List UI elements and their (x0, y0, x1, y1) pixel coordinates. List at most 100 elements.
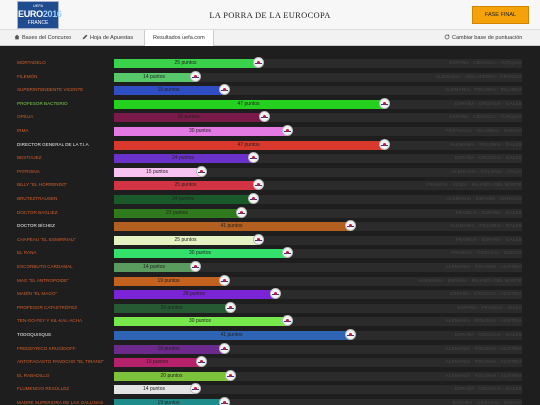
logo-country-text: FRANCE (27, 20, 49, 26)
euro2016-logo[interactable]: UEFA EURO2016 FRANCE (17, 1, 62, 29)
predicted-teams: ESPAÑA · CROACIA · TURQUIA (449, 60, 522, 65)
participant-name[interactable]: BRUTEZTRAUSEN (17, 196, 58, 201)
predicted-teams: PORTUGAL · ISLANDIA · SUECIA (445, 128, 522, 133)
score-bar: 47 puntos (114, 140, 383, 150)
score-label: 26 puntos (177, 114, 200, 121)
score-bar: 41 puntos (114, 222, 349, 232)
participant-name[interactable]: MAG "EL ANTROPOIDE" (17, 277, 69, 283)
score-label: 14 puntos (143, 386, 165, 393)
score-track (114, 127, 522, 136)
participant-name[interactable]: EL RANA (17, 250, 37, 256)
score-bar: 20 puntos (114, 371, 229, 381)
nav-bases-link[interactable]: Bases del Concurso (14, 30, 71, 46)
score-bar: 47 puntos (114, 99, 383, 109)
ranking-row: PROFESOR CATASTRÓFEZ ESPAÑA · FRANCIA · S… (0, 301, 540, 313)
predicted-teams: ESPAÑA · FRANCIA · SUIZA (457, 304, 522, 310)
score-label: 22 puntos (166, 209, 188, 216)
euro-ball-icon (190, 261, 201, 272)
participant-name[interactable]: PROFESOR BACTERIO (17, 100, 68, 106)
nav-resultados-tab[interactable]: Resultados uefa.com (144, 30, 214, 46)
participant-name[interactable]: ESCORBUTO CARDAMAL (17, 264, 73, 269)
score-track (114, 86, 522, 96)
participant-name[interactable]: BILLY "EL HORRENDO" (17, 182, 68, 188)
ranking-row: EL RABADILLO ALEMANIA · POLONIA · AUSTRIA… (0, 369, 540, 381)
ranking-row: BRUTEZTRAUSEN ALEMANIA · ESPAÑA · CROACIA… (0, 193, 540, 204)
euro-ball-icon (345, 220, 356, 232)
ranking-row: CHAPEAU "EL ESMIRRIAU" FRANCIA · ESPAÑA ·… (0, 233, 540, 245)
score-label: 15 puntos (146, 168, 168, 175)
nav-hoja-link[interactable]: Hoja de Apuestas (82, 30, 133, 46)
predicted-teams: ALEMANIA · POLONIA · IRLANDA (445, 87, 522, 93)
score-bar: 19 puntos (114, 86, 223, 96)
participant-name[interactable]: TODOQUISQUE (17, 332, 52, 337)
ranking-row: MORTADELO ESPAÑA · CROACIA · TURQUIA 25 pu… (0, 57, 540, 68)
participant-name[interactable]: FLUMENCIO RESÚLLEZ (17, 386, 70, 392)
predicted-teams: FRANCIA · SUIZA · IRLANDA DEL NORTE (426, 182, 522, 188)
participant-name[interactable]: MADRE SUPERIORA DE LAS GALLINAS (17, 400, 104, 405)
participant-name[interactable]: DIRECTOR GENERAL DE LA T.I.A (17, 141, 89, 147)
nav-cambiar-link[interactable]: Cambiar base de puntuación (444, 30, 522, 46)
participant-name[interactable]: TEN-GO-FEY Y KIL-KAL-ACHA (17, 318, 83, 324)
score-bar: 14 puntos (114, 72, 194, 82)
score-label: 20 puntos (160, 372, 183, 379)
score-track (114, 344, 522, 354)
score-track (114, 154, 522, 164)
ranking-row: MAG "EL ANTROPOIDE" ALEMANIA · ESPAÑA · I… (0, 274, 540, 286)
score-label: 24 puntos (172, 196, 194, 202)
euro-ball-icon (219, 274, 230, 286)
page-title: LA PORRA DE LA EUROCOPA (209, 10, 331, 20)
score-track (114, 235, 522, 245)
participant-name[interactable]: FREDDYRICO KRUGIDOFF (17, 345, 76, 351)
score-track (114, 263, 522, 272)
participant-name[interactable]: BESTIÁJEZ (17, 155, 42, 161)
nav-bases-label: Bases del Concurso (22, 35, 72, 41)
ranking-row: TODOQUISQUE ESPAÑA · CROACIA · GALES 41 pu… (0, 329, 540, 340)
score-bar: 28 puntos (114, 290, 274, 300)
score-label: 25 puntos (174, 60, 197, 66)
participant-name[interactable]: FILEMÓN (17, 73, 38, 79)
participant-name[interactable]: IRMA (17, 128, 29, 133)
participant-name[interactable]: PATROINA (17, 168, 40, 174)
score-track (114, 59, 522, 68)
predicted-teams: ALEMANIA · POLONIA · GALES (450, 223, 522, 229)
participant-name[interactable]: ANTOFAGASTO PANOCHO "EL TIRANO" (17, 359, 104, 365)
score-track (114, 290, 522, 300)
ranking-row: SUPERINTENDENTE VICENTE ALEMANIA · POLONI… (0, 84, 540, 96)
score-label: 41 puntos (220, 223, 243, 230)
euro-ball-icon (248, 152, 259, 164)
score-bar: 30 puntos (114, 317, 286, 327)
euro-ball-icon (225, 301, 236, 313)
score-bar: 19 puntos (114, 399, 223, 405)
ranking-row: DIRECTOR GENERAL DE LA T.I.A ALEMANIA · P… (0, 138, 540, 150)
ranking-row: FILEMÓN ALEMANIA · INGLATERRA · FRANCIA 14… (0, 70, 540, 82)
euro-ball-icon (190, 70, 201, 82)
participant-name[interactable]: OFELIA (17, 114, 34, 120)
predicted-teams: ESPAÑA · CROACIA · GALES (454, 155, 522, 161)
score-bar: 41 puntos (114, 331, 349, 340)
score-label: 19 puntos (157, 87, 180, 94)
score-label: 19 puntos (157, 277, 180, 284)
participant-name[interactable]: MADÍN "EL MAGO" (17, 291, 58, 297)
euro-ball-icon (253, 57, 264, 68)
score-label: 30 puntos (189, 318, 211, 325)
euro-ball-icon (379, 138, 390, 150)
participant-name[interactable]: EL RABADILLO (17, 372, 50, 378)
score-label: 14 puntos (143, 264, 165, 270)
predicted-teams: ALEMANIA · ESPAÑA · CROACIA (446, 196, 522, 201)
fase-final-button[interactable]: FASE FINAL (472, 6, 529, 24)
predicted-teams: ESPAÑA · CROACIA · AUSTRIA (450, 291, 522, 297)
score-track (114, 317, 522, 327)
refresh-icon (444, 34, 450, 40)
score-track (114, 249, 522, 259)
score-label: 30 puntos (189, 128, 211, 134)
predicted-teams: ALEMANIA · POLONIA · AUSTRIA (445, 372, 522, 378)
participant-name[interactable]: SUPERINTENDENTE VICENTE (17, 87, 84, 93)
participant-name[interactable]: DOCTOR BAGLIEZ (17, 209, 58, 215)
ranking-row: DOCTOR BAGLIEZ FRANCIA · ESPAÑA · GALES 22… (0, 206, 540, 218)
participant-name[interactable]: DOCTOR BÍCHEZ (17, 223, 55, 229)
score-track (114, 276, 522, 286)
participant-name[interactable]: CHAPEAU "EL ESMIRRIAU" (17, 236, 76, 242)
euro-ball-icon (259, 111, 270, 123)
participant-name[interactable]: PROFESOR CATASTRÓFEZ (17, 304, 78, 310)
participant-name[interactable]: MORTADELO (17, 60, 46, 65)
